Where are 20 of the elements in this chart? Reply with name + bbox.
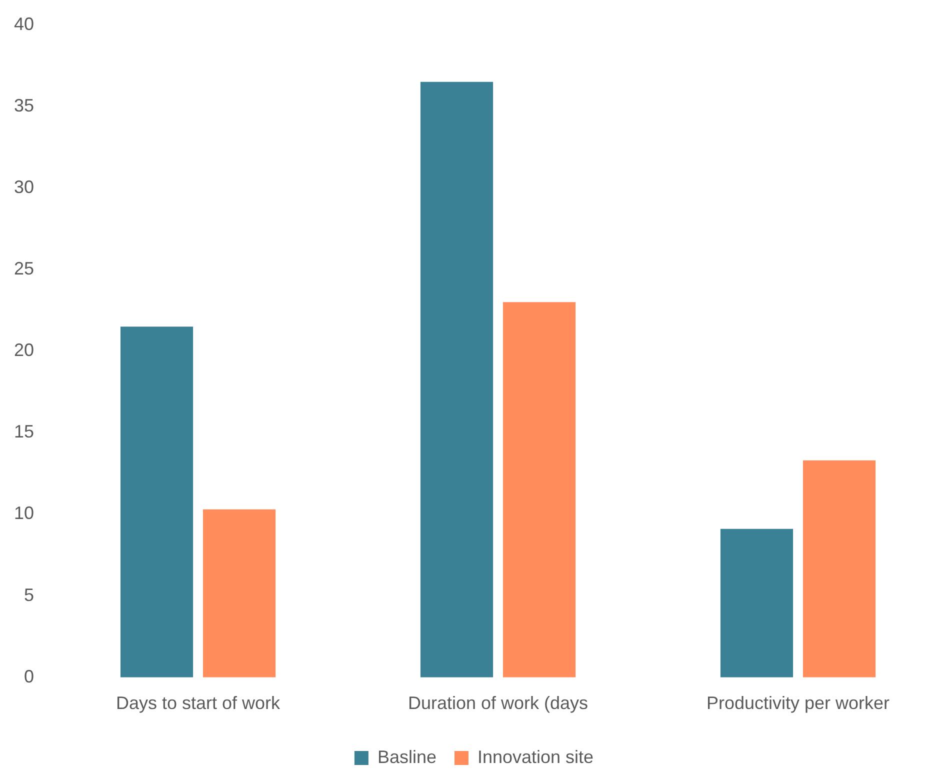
x-tick-label: Duration of work (days bbox=[408, 693, 588, 714]
bar bbox=[420, 82, 494, 678]
legend-label: Innovation site bbox=[477, 746, 594, 767]
y-tick-label: 15 bbox=[14, 422, 34, 442]
x-tick-label: Productivity per worker bbox=[706, 693, 890, 714]
y-tick-label: 0 bbox=[24, 666, 34, 686]
y-tick-label: 25 bbox=[14, 258, 34, 278]
y-tick-label: 10 bbox=[14, 503, 34, 524]
bar bbox=[120, 326, 194, 678]
y-tick-label: 20 bbox=[14, 340, 34, 360]
bar bbox=[802, 460, 876, 678]
x-tick-label: Days to start of work bbox=[116, 693, 282, 714]
y-tick-label: 35 bbox=[14, 95, 34, 116]
y-tick-label: 5 bbox=[24, 584, 34, 605]
bar bbox=[202, 509, 276, 678]
bar bbox=[502, 302, 576, 678]
bar bbox=[720, 528, 794, 678]
y-tick-label: 40 bbox=[14, 14, 34, 34]
legend-label: Basline bbox=[377, 746, 436, 767]
y-tick-label: 30 bbox=[14, 176, 34, 197]
